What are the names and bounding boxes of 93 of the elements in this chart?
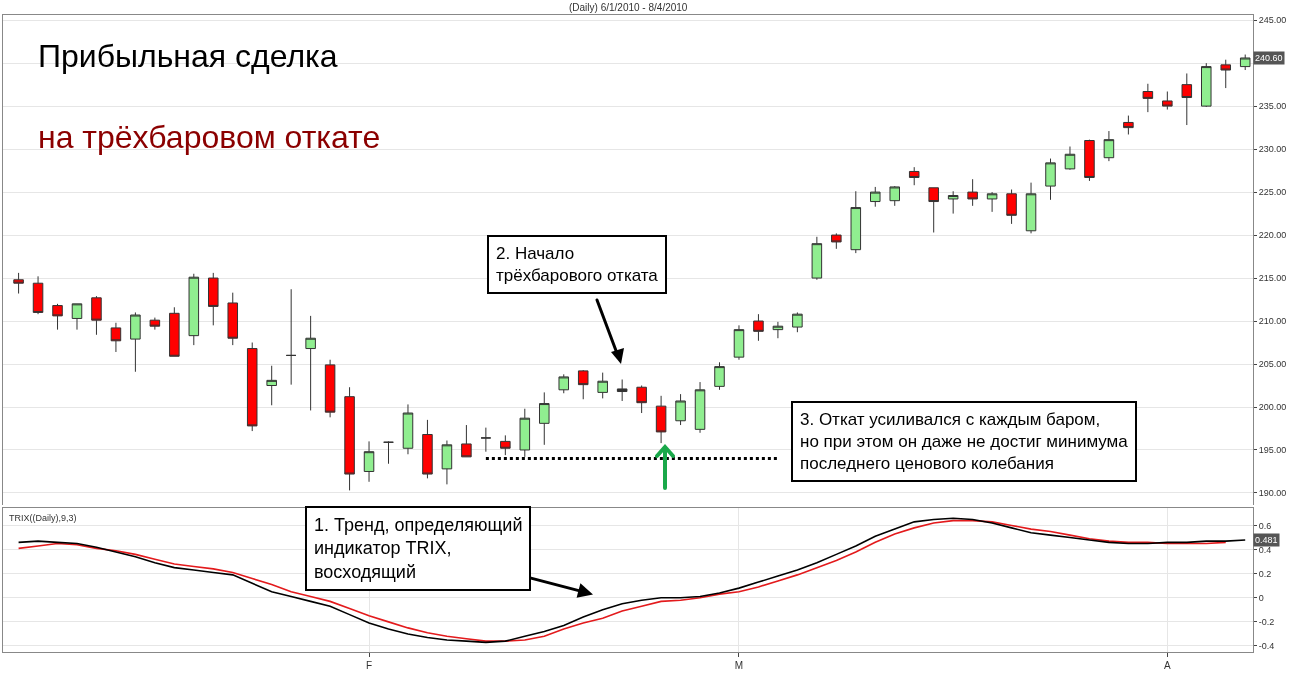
candlestick	[636, 385, 647, 414]
candlestick	[908, 166, 920, 186]
candlestick	[1103, 130, 1115, 162]
candlestick	[1201, 62, 1212, 108]
y-tick-label: 220.00	[1258, 230, 1287, 241]
candlestick	[52, 303, 63, 331]
candlestick	[1181, 72, 1193, 126]
candlestick	[246, 342, 258, 432]
candlestick	[169, 306, 180, 357]
candlestick	[305, 315, 316, 411]
candlestick	[519, 408, 531, 458]
candlestick	[597, 372, 608, 399]
y-tick-label: 225.00	[1258, 187, 1287, 198]
candlestick	[850, 190, 862, 254]
candlestick	[616, 378, 628, 402]
candlestick	[500, 434, 511, 456]
candlestick	[733, 324, 745, 361]
candlestick	[1006, 189, 1017, 225]
candlestick	[1064, 146, 1076, 171]
text: на трёхбаровом откате	[38, 119, 381, 155]
x-tick-label: A	[1163, 660, 1171, 671]
candlestick	[986, 191, 998, 213]
candlestick	[1142, 83, 1154, 113]
y-tick-label: 235.00	[1258, 101, 1287, 112]
text: (Daily) 6/1/2010 - 8/4/2010	[569, 2, 688, 13]
annotation: 2. Начало трёхбарового отката	[496, 244, 659, 286]
text: TRIX((Daily),9,3)	[9, 513, 77, 523]
candlestick	[772, 321, 784, 339]
candlestick	[655, 395, 667, 444]
annotation: 0.481	[1255, 535, 1278, 545]
candlestick	[1025, 182, 1037, 234]
candlestick	[1239, 54, 1251, 71]
candlestick	[266, 365, 277, 406]
candlestick	[91, 295, 102, 336]
candlestick	[870, 186, 881, 208]
y-tick-label: 230.00	[1258, 144, 1287, 155]
y-tick-label: 205.00	[1258, 359, 1287, 370]
y-tick-label: -0.2	[1258, 617, 1275, 628]
candlestick	[227, 292, 239, 346]
candlestick	[149, 317, 161, 331]
candlestick	[928, 187, 939, 233]
candlestick	[577, 369, 589, 400]
candlestick	[13, 272, 24, 295]
x-tick-label: M	[734, 660, 744, 671]
candlestick	[344, 386, 355, 491]
candlestick	[480, 427, 492, 453]
candlestick	[285, 288, 297, 386]
y-tick-label: 190.00	[1258, 488, 1287, 499]
candlestick	[32, 275, 44, 315]
y-tick-label: 0.4	[1258, 544, 1272, 555]
candlestick	[422, 419, 433, 479]
candlestick	[130, 311, 141, 373]
candlestick	[208, 272, 219, 326]
candlestick	[947, 190, 959, 215]
text: Прибыльная сделка	[38, 38, 338, 75]
candlestick	[889, 185, 901, 207]
candlestick	[363, 440, 375, 483]
candlestick	[792, 311, 803, 333]
y-tick-label: 215.00	[1258, 273, 1287, 284]
annotation: 240.60	[1255, 53, 1283, 63]
candlestick	[110, 322, 122, 353]
candlestick	[1220, 59, 1232, 89]
candlestick	[1123, 115, 1134, 135]
candlestick	[1045, 158, 1056, 201]
candlestick	[441, 440, 453, 485]
candlestick	[831, 232, 842, 250]
candlestick	[694, 381, 706, 434]
x-tick-label: F	[365, 660, 373, 671]
candlestick	[967, 178, 978, 207]
candlestick	[461, 424, 472, 458]
y-tick-label: 245.00	[1258, 15, 1287, 26]
y-tick-label: -0.4	[1258, 641, 1275, 652]
candlestick	[714, 361, 725, 391]
candlestick	[402, 403, 414, 455]
candlestick	[539, 391, 550, 446]
candlestick	[71, 303, 83, 331]
candlestick	[675, 393, 686, 426]
candlestick	[1162, 91, 1173, 111]
annotation: 3. Откат усиливался с каждым баром, но при этом он даже не достиг минимума последнего ценового колебания	[800, 410, 1129, 474]
annotation: 1. Тренд, определяющий индикатор TRIX, восходящий	[314, 515, 523, 582]
candlestick	[811, 236, 823, 281]
y-tick-label: 210.00	[1258, 316, 1287, 327]
candlestick	[324, 359, 336, 418]
y-tick-label: 195.00	[1258, 445, 1287, 456]
candlestick	[1084, 139, 1095, 182]
candlestick	[188, 273, 200, 346]
y-tick-label: 0	[1258, 592, 1264, 603]
y-tick-label: 0.2	[1258, 568, 1272, 579]
y-tick-label: 200.00	[1258, 402, 1287, 413]
candlestick	[558, 373, 570, 394]
candlestick	[383, 440, 394, 465]
candlestick	[753, 313, 764, 342]
y-tick-label: 0.6	[1258, 520, 1272, 531]
